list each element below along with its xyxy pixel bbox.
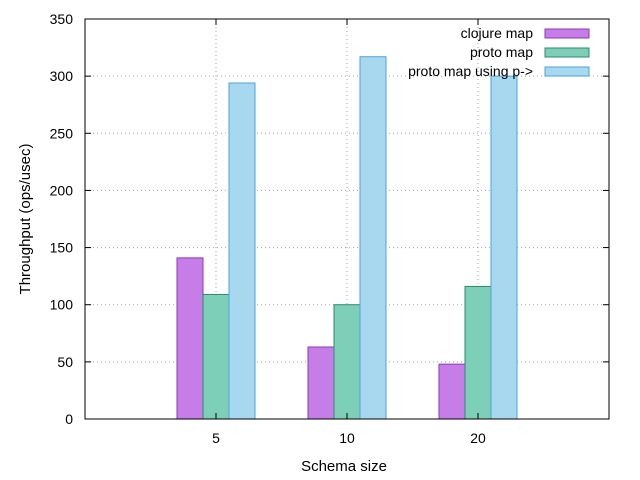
bar-proto-map-using-p--10 <box>359 56 387 420</box>
y-tick-label: 0 <box>65 411 73 427</box>
bar-proto-map-20 <box>464 285 492 420</box>
bar-proto-map-10 <box>333 304 361 420</box>
x-tick-label: 20 <box>470 430 486 446</box>
bars-layer <box>176 56 518 420</box>
ticks-layer: 0 50 100 150 200 250 300 350 5 10 20 <box>50 11 609 446</box>
y-tick-label: 50 <box>57 354 73 370</box>
x-axis-label: Schema size <box>301 458 387 475</box>
y-tick-label: 250 <box>50 125 74 141</box>
y-tick-label: 300 <box>50 68 74 84</box>
bar-clojure-map-10 <box>307 346 335 420</box>
bar-proto-map-using-p--5 <box>228 82 256 420</box>
bar-clojure-map-20 <box>438 363 466 420</box>
y-tick-label: 200 <box>50 182 74 198</box>
bar-clojure-map-5 <box>176 257 204 420</box>
legend-swatch <box>544 66 590 77</box>
bar-proto-map-using-p--20 <box>490 75 518 420</box>
legend-label: proto map using p-> <box>408 63 533 79</box>
grid-layer <box>85 19 609 419</box>
y-tick-label: 100 <box>50 297 74 313</box>
legend-swatch <box>544 28 590 39</box>
x-tick-label: 5 <box>212 430 220 446</box>
x-tick-label: 10 <box>339 430 355 446</box>
legend-label: proto map <box>470 44 533 60</box>
y-axis-label: Throughput (ops/usec) <box>17 144 34 295</box>
legend: clojure map proto map proto map using p-> <box>408 25 590 79</box>
y-tick-label: 150 <box>50 240 74 256</box>
legend-swatch <box>544 47 590 58</box>
legend-label: clojure map <box>461 25 534 41</box>
y-tick-label: 350 <box>50 11 74 27</box>
bar-proto-map-5 <box>202 293 230 420</box>
